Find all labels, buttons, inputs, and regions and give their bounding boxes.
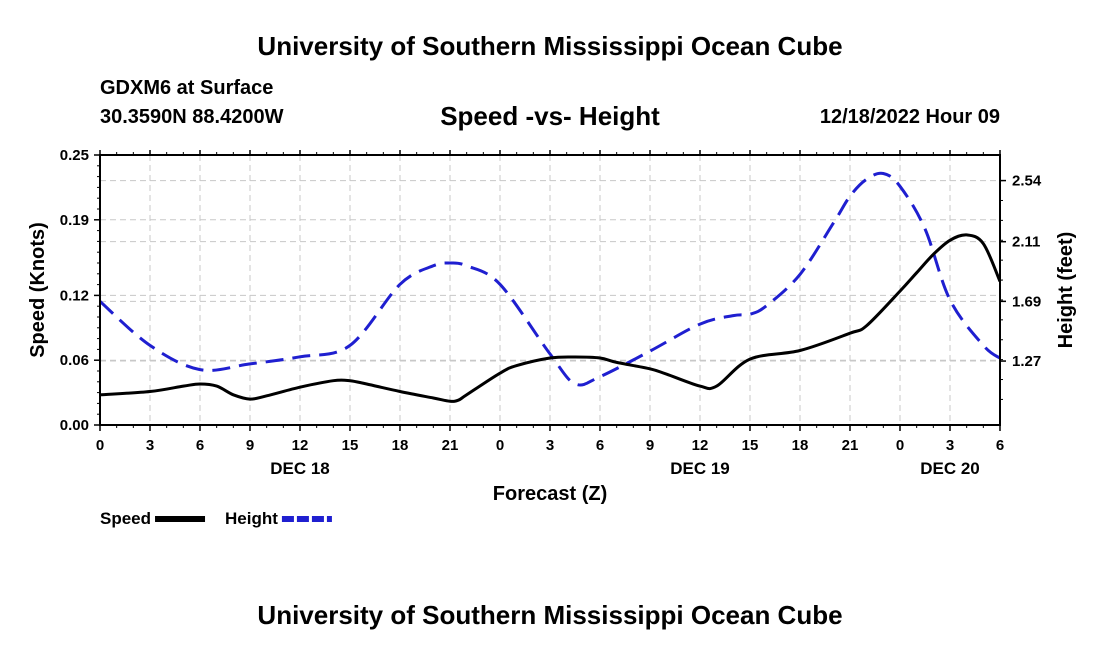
x-tick-label: 18	[392, 437, 409, 454]
y-left-axis-label: Speed (Knots)	[27, 222, 49, 358]
y-right-axis-label: Height (feet)	[1055, 232, 1077, 349]
x-tick-label: 18	[792, 437, 809, 454]
station-label: GDXM6 at Surface	[100, 77, 274, 99]
legend-label-speed: Speed	[100, 509, 151, 528]
height-series-line	[99, 171, 1001, 387]
y-right-tick-label: 2.54	[1012, 173, 1042, 190]
legend-label-height: Height	[225, 509, 278, 528]
footer-title: University of Southern Mississippi Ocean…	[257, 600, 843, 630]
y-left-tick-label: 0.25	[60, 147, 89, 164]
x-tick-label: 12	[692, 437, 709, 454]
x-tick-label: 6	[196, 437, 204, 454]
date-label: DEC 18	[270, 459, 330, 478]
speed-series-line	[99, 233, 1002, 403]
x-tick-label: 9	[646, 437, 654, 454]
y-left-tick-label: 0.12	[60, 287, 89, 304]
date-label: DEC 19	[670, 459, 730, 478]
y-right-tick-label: 2.11	[1012, 234, 1040, 251]
speed-height-chart: 0 3 6 9 12 15 18 21 0 3 6 9 12 15 18 21 0 3 6 DEC 18 DEC 19 D…	[27, 147, 1077, 528]
station-coordinates: 30.3590N 88.4200W	[100, 106, 284, 128]
x-tick-label: 0	[496, 437, 504, 454]
y-left-tick-label: 0.06	[60, 352, 89, 369]
x-tick-label: 21	[842, 437, 859, 454]
y-left-tick-label: 0.19	[60, 212, 89, 229]
grid	[100, 155, 1000, 425]
x-tick-label: 15	[342, 437, 359, 454]
x-axis-label: Forecast (Z)	[493, 483, 607, 505]
x-tick-label: 0	[96, 437, 104, 454]
x-tick-label: 0	[896, 437, 904, 454]
x-tick-label: 6	[996, 437, 1004, 454]
x-tick-label: 3	[546, 437, 554, 454]
axes: 0 3 6 9 12 15 18 21 0 3 6 9 12 15 18 21 0 3 6 DEC 18 DEC 19 D…	[27, 147, 1077, 505]
forecast-datetime: 12/18/2022 Hour 09	[819, 106, 1000, 128]
legend: Speed Height	[100, 509, 332, 528]
series-layer	[99, 171, 1002, 403]
x-tick-label: 3	[146, 437, 154, 454]
y-right-tick-label: 1.27	[1012, 353, 1041, 370]
y-left-tick-label: 0.00	[60, 417, 89, 434]
x-tick-label: 21	[442, 437, 459, 454]
date-label: DEC 20	[920, 459, 980, 478]
x-tick-label: 15	[742, 437, 759, 454]
x-tick-label: 12	[292, 437, 309, 454]
x-tick-label: 3	[946, 437, 954, 454]
x-tick-label: 6	[596, 437, 604, 454]
y-right-tick-label: 1.69	[1012, 293, 1041, 310]
x-tick-label: 9	[246, 437, 254, 454]
page-title: University of Southern Mississippi Ocean…	[257, 31, 843, 61]
chart-title: Speed -vs- Height	[440, 101, 660, 131]
